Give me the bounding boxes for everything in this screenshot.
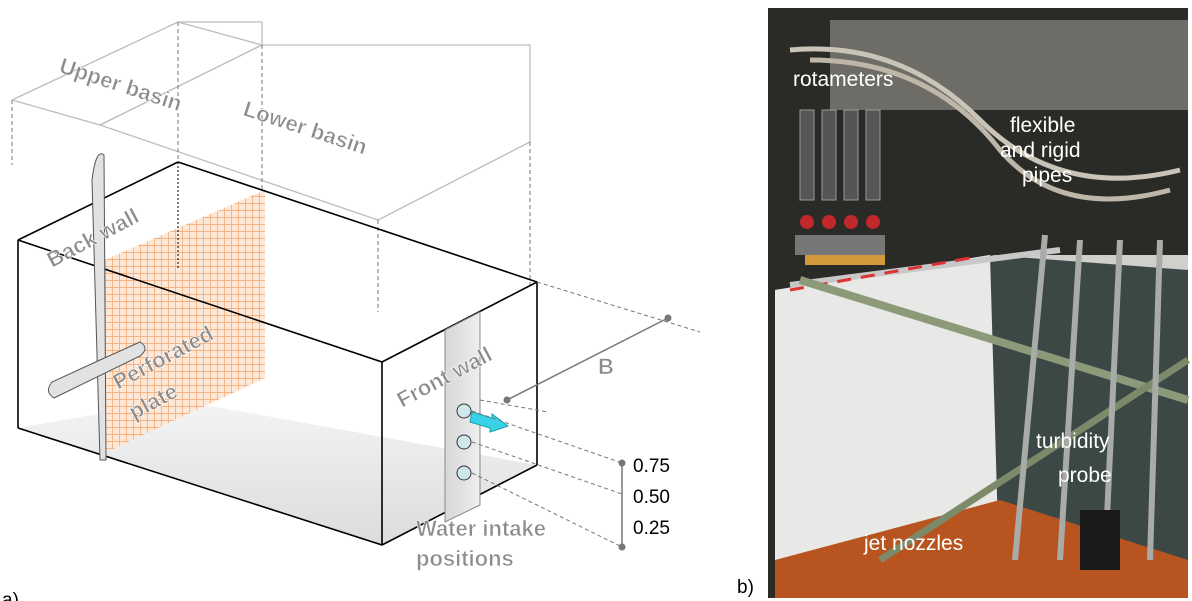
- photo-label: rotameters: [793, 68, 893, 91]
- photo-label: jet nozzles: [863, 532, 963, 555]
- level-label: 0.25: [633, 518, 670, 539]
- label-positions: positions: [416, 546, 514, 571]
- label-front-wall: Front wall: [393, 342, 496, 413]
- photo-label: pipes: [1022, 164, 1072, 187]
- figure: Upper basin Lower basin Back wall Perfor…: [0, 0, 1192, 601]
- photo: [768, 8, 1188, 598]
- pipe: [92, 154, 106, 460]
- panel-label: a): [2, 590, 19, 601]
- photo-label: turbidity: [1036, 430, 1110, 453]
- level-label: 0.75: [633, 456, 670, 477]
- intakes: [457, 404, 471, 480]
- photo-label: flexible: [1010, 114, 1075, 137]
- photo-label: probe: [1058, 464, 1112, 487]
- level-label: 0.50: [633, 487, 670, 508]
- dimension-lines: [472, 282, 700, 551]
- photo-label: and rigid: [1000, 139, 1081, 162]
- panel-label: b): [737, 577, 754, 598]
- label-water-intake: Water intake: [416, 516, 546, 541]
- label-lower-basin: Lower basin: [240, 96, 370, 159]
- label-b: B: [598, 354, 614, 379]
- label-upper-basin: Upper basin: [56, 53, 185, 116]
